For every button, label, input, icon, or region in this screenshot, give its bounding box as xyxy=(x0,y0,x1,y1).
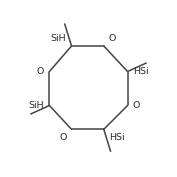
Text: SiH: SiH xyxy=(29,101,44,110)
Text: SiH: SiH xyxy=(51,34,66,43)
Text: HSi: HSi xyxy=(109,133,124,142)
Text: O: O xyxy=(133,101,140,110)
Text: O: O xyxy=(37,67,44,76)
Text: O: O xyxy=(59,133,66,142)
Text: HSi: HSi xyxy=(133,67,148,76)
Text: O: O xyxy=(109,34,116,43)
